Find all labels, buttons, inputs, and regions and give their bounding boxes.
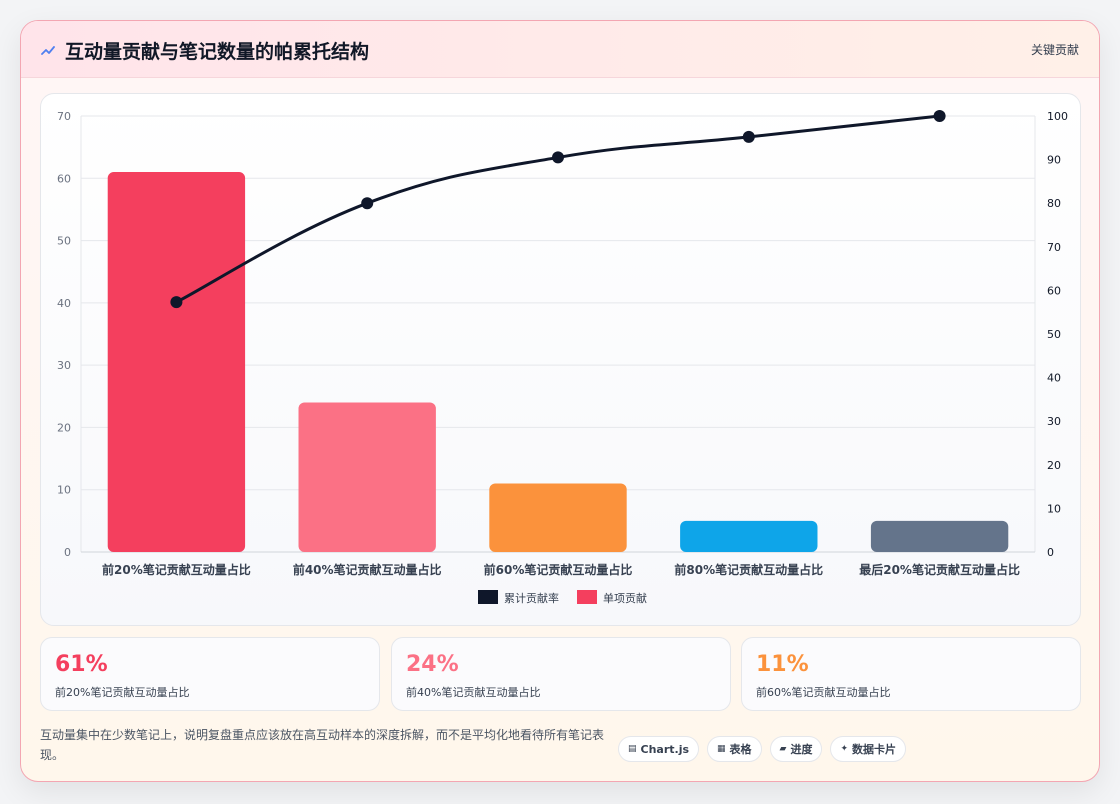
y-tick-label: 40 <box>57 297 71 310</box>
chart-icon: ▤ <box>628 744 637 754</box>
y-tick-label: 30 <box>57 359 71 372</box>
kpi-card-top40: 24% 前40%笔记贡献互动量占比 <box>391 637 731 711</box>
cumulative-point <box>742 130 755 143</box>
y2-tick-label: 30 <box>1047 415 1061 428</box>
kpi-label: 前20%笔记贡献互动量占比 <box>55 686 190 699</box>
legend-label: 累计贡献率 <box>504 591 559 605</box>
legend-swatch <box>478 590 498 604</box>
y-tick-label: 50 <box>57 235 71 248</box>
y-tick-label: 20 <box>57 421 71 434</box>
y2-tick-label: 70 <box>1047 241 1061 254</box>
y-tick-label: 70 <box>57 110 71 123</box>
pill-label: 数据卡片 <box>852 743 897 756</box>
cumulative-point <box>552 151 564 164</box>
tool-pills: ▤ Chart.js ▦ 表格 ▰ 进度 ✦ 数据卡片 <box>618 736 907 762</box>
x-tick-label: 前60%笔记贡献互动量占比 <box>484 562 633 577</box>
pill-progress[interactable]: ▰ 进度 <box>769 736 823 762</box>
table-icon: ▦ <box>717 744 726 754</box>
x-tick-label: 最后20%笔记贡献互动量占比 <box>859 562 1020 577</box>
progress-icon: ▰ <box>779 744 787 754</box>
pareto-chart-panel: 0 10 20 30 40 50 60 70 0 10 20 30 40 50 60 70 80 90 100 前20… <box>40 93 1081 626</box>
cumulative-point <box>933 110 946 122</box>
bar <box>680 520 818 552</box>
bar <box>298 402 436 552</box>
y2-tick-label: 90 <box>1047 154 1061 167</box>
y2-tick-label: 60 <box>1047 284 1061 297</box>
pill-label: 进度 <box>790 743 813 756</box>
sparkle-icon: ✦ <box>840 744 849 754</box>
kpi-value: 11% <box>756 652 809 677</box>
kpi-card-top20: 61% 前20%笔记贡献互动量占比 <box>40 637 380 711</box>
legend-label: 单项贡献 <box>603 591 647 605</box>
cumulative-point <box>361 197 374 210</box>
kpi-value: 24% <box>406 652 459 677</box>
pill-label: Chart.js <box>640 742 690 756</box>
card-header: 互动量贡献与笔记数量的帕累托结构 关键贡献 <box>21 21 1099 78</box>
bar <box>489 483 627 552</box>
kpi-label: 前40%笔记贡献互动量占比 <box>406 686 541 699</box>
y-tick-label: 60 <box>57 172 71 185</box>
pareto-chart: 0 10 20 30 40 50 60 70 0 10 20 30 40 50 60 70 80 90 100 前20… <box>57 110 1068 605</box>
kpi-row: 61% 前20%笔记贡献互动量占比 24% 前40%笔记贡献互动量占比 11% … <box>40 637 1081 711</box>
chart-card: 互动量贡献与笔记数量的帕累托结构 关键贡献 0 10 20 30 40 50 60 70 0 10… <box>20 20 1100 782</box>
pill-table[interactable]: ▦ 表格 <box>707 736 762 762</box>
key-contribution-tag: 关键贡献 <box>1030 43 1079 57</box>
pill-label: 表格 <box>729 743 752 756</box>
pill-data-card[interactable]: ✦ 数据卡片 <box>830 736 907 762</box>
pill-chartjs[interactable]: ▤ Chart.js <box>618 736 700 762</box>
bar <box>870 520 1009 552</box>
title-wrap: 互动量贡献与笔记数量的帕累托结构 <box>41 37 369 64</box>
y2-tick-label: 0 <box>1047 546 1054 559</box>
y2-tick-label: 40 <box>1047 372 1061 385</box>
x-tick-label: 前80%笔记贡献互动量占比 <box>674 562 823 577</box>
y2-tick-label: 50 <box>1047 328 1061 341</box>
cumulative-point <box>170 296 183 309</box>
insight-text: 互动量集中在少数笔记上，说明复盘重点应该放在高互动样本的深度拆解，而不是平均化地… <box>40 728 605 762</box>
page-title: 互动量贡献与笔记数量的帕累托结构 <box>65 41 370 63</box>
y2-tick-label: 20 <box>1047 459 1061 472</box>
bar <box>107 172 246 553</box>
x-tick-label: 前40%笔记贡献互动量占比 <box>293 562 442 577</box>
y2-tick-label: 80 <box>1047 197 1061 210</box>
trend-icon <box>41 45 55 55</box>
kpi-card-top60: 11% 前60%笔记贡献互动量占比 <box>741 637 1081 711</box>
y2-tick-label: 100 <box>1047 110 1068 123</box>
y2-tick-label: 10 <box>1047 502 1061 515</box>
cumulative-line <box>175 114 940 304</box>
kpi-label: 前60%笔记贡献互动量占比 <box>756 686 891 699</box>
kpi-value: 61% <box>55 652 108 677</box>
legend-swatch <box>577 590 597 604</box>
y-tick-label: 0 <box>64 546 71 559</box>
x-tick-label: 前20%笔记贡献互动量占比 <box>102 562 251 577</box>
y-tick-label: 10 <box>57 484 71 497</box>
